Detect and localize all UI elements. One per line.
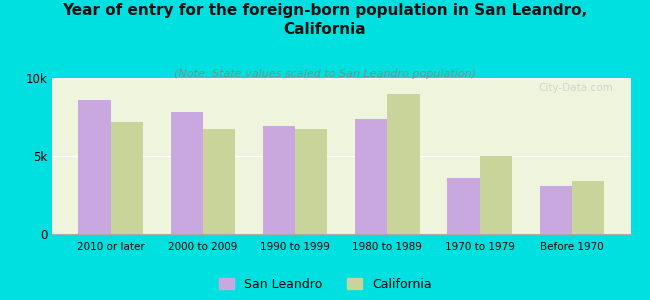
Bar (355, 118, 387, 234)
Bar (263, 126, 295, 234)
Text: City-Data.com: City-Data.com (538, 83, 613, 93)
Legend: San Leandro, California: San Leandro, California (218, 278, 432, 291)
Bar (203, 130, 235, 234)
Bar (170, 112, 203, 234)
Bar (480, 156, 512, 234)
Bar (540, 186, 572, 234)
Bar (111, 122, 143, 234)
Bar (572, 181, 604, 234)
Text: (Note: State values scaled to San Leandro population): (Note: State values scaled to San Leandr… (174, 69, 476, 79)
Bar (387, 94, 420, 234)
Bar (447, 178, 480, 234)
Text: Year of entry for the foreign-born population in San Leandro,
California: Year of entry for the foreign-born popul… (62, 3, 588, 37)
Bar (295, 130, 328, 234)
Bar (78, 100, 111, 234)
